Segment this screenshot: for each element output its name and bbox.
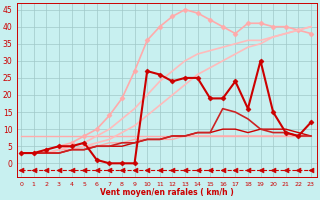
X-axis label: Vent moyen/en rafales ( km/h ): Vent moyen/en rafales ( km/h ) bbox=[100, 188, 234, 197]
